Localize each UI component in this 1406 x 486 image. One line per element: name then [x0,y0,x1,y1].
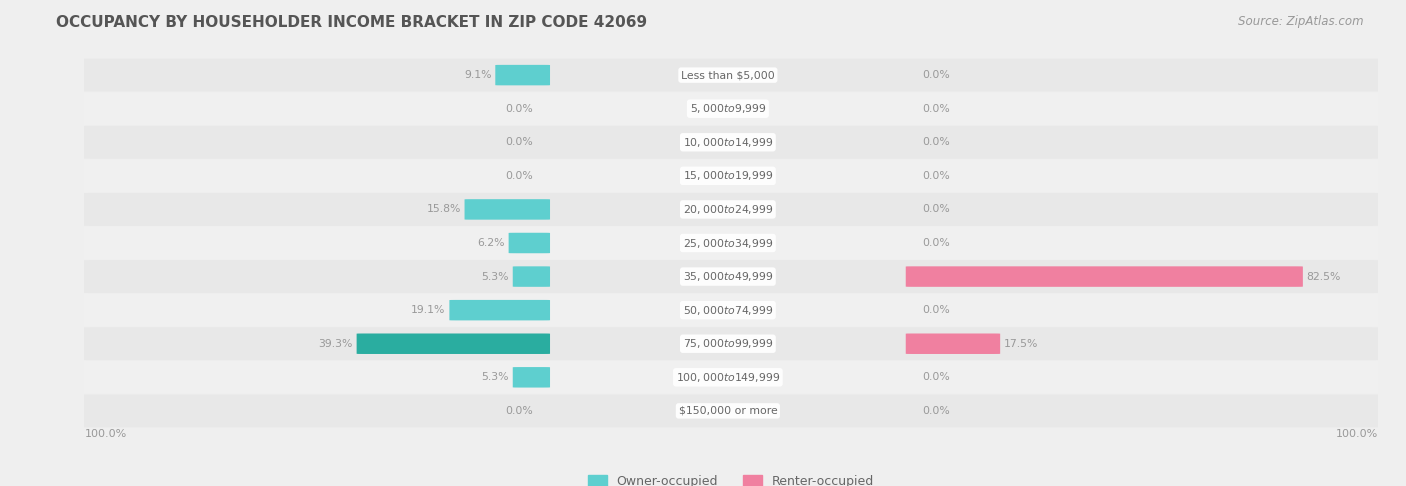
Text: $25,000 to $34,999: $25,000 to $34,999 [683,237,773,249]
Text: 0.0%: 0.0% [506,137,533,147]
Text: 0.0%: 0.0% [922,238,950,248]
Text: 39.3%: 39.3% [318,339,353,349]
Text: Less than $5,000: Less than $5,000 [681,70,775,80]
FancyBboxPatch shape [77,193,1385,226]
Text: 0.0%: 0.0% [922,104,950,114]
Text: 0.0%: 0.0% [922,372,950,382]
Text: 100.0%: 100.0% [84,429,127,439]
FancyBboxPatch shape [77,260,1385,293]
FancyBboxPatch shape [905,266,1303,287]
Text: 0.0%: 0.0% [922,305,950,315]
Text: $75,000 to $99,999: $75,000 to $99,999 [683,337,773,350]
Text: 9.1%: 9.1% [464,70,492,80]
Text: $10,000 to $14,999: $10,000 to $14,999 [683,136,773,149]
Text: $100,000 to $149,999: $100,000 to $149,999 [676,371,780,384]
Text: $15,000 to $19,999: $15,000 to $19,999 [683,169,773,182]
Text: 6.2%: 6.2% [477,238,505,248]
Text: 15.8%: 15.8% [426,205,461,214]
Text: $35,000 to $49,999: $35,000 to $49,999 [683,270,773,283]
Text: 0.0%: 0.0% [922,137,950,147]
Text: 82.5%: 82.5% [1306,272,1341,281]
FancyBboxPatch shape [77,126,1385,159]
Text: 0.0%: 0.0% [922,171,950,181]
Text: 0.0%: 0.0% [922,406,950,416]
Text: 100.0%: 100.0% [1336,429,1378,439]
FancyBboxPatch shape [77,59,1385,91]
Text: 5.3%: 5.3% [481,272,509,281]
Text: OCCUPANCY BY HOUSEHOLDER INCOME BRACKET IN ZIP CODE 42069: OCCUPANCY BY HOUSEHOLDER INCOME BRACKET … [56,15,647,30]
FancyBboxPatch shape [77,92,1385,125]
FancyBboxPatch shape [513,367,550,387]
Text: 0.0%: 0.0% [506,104,533,114]
Text: 19.1%: 19.1% [411,305,446,315]
FancyBboxPatch shape [77,395,1385,427]
FancyBboxPatch shape [77,159,1385,192]
Text: 17.5%: 17.5% [1004,339,1039,349]
Text: 0.0%: 0.0% [922,205,950,214]
Text: $20,000 to $24,999: $20,000 to $24,999 [683,203,773,216]
FancyBboxPatch shape [357,333,550,354]
Text: $150,000 or more: $150,000 or more [679,406,778,416]
FancyBboxPatch shape [77,226,1385,260]
FancyBboxPatch shape [77,294,1385,327]
Legend: Owner-occupied, Renter-occupied: Owner-occupied, Renter-occupied [588,475,875,486]
Text: $5,000 to $9,999: $5,000 to $9,999 [689,102,766,115]
FancyBboxPatch shape [509,233,550,253]
FancyBboxPatch shape [450,300,550,320]
Text: $50,000 to $74,999: $50,000 to $74,999 [683,304,773,317]
FancyBboxPatch shape [905,333,1000,354]
Text: Source: ZipAtlas.com: Source: ZipAtlas.com [1239,15,1364,28]
FancyBboxPatch shape [495,65,550,86]
FancyBboxPatch shape [513,266,550,287]
FancyBboxPatch shape [77,327,1385,360]
Text: 0.0%: 0.0% [922,70,950,80]
FancyBboxPatch shape [464,199,550,220]
FancyBboxPatch shape [77,361,1385,394]
Text: 0.0%: 0.0% [506,406,533,416]
Text: 0.0%: 0.0% [506,171,533,181]
Text: 5.3%: 5.3% [481,372,509,382]
